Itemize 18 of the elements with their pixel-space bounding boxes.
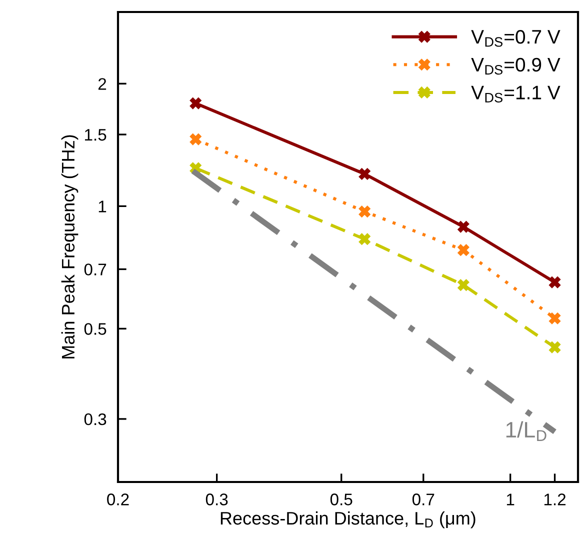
series-label: 1/L$_{D}$ (506, 421, 546, 441)
x-tick-label: 0.5 (330, 494, 352, 506)
x-tick-label: 0.7 (412, 494, 434, 506)
x-tick-label: 0.3 (206, 494, 228, 506)
y-tick-label: 1.5 (84, 129, 106, 141)
y-tick-label: 0.3 (84, 413, 106, 426)
legend-label: V$_{DS}$=0.7 V (471, 30, 560, 47)
x-axis-title: Recess-Drain Distance, L$_{D}$ (μm) (220, 511, 476, 528)
x-tick-label: 1.2 (544, 494, 566, 506)
y-tick-label: 0.5 (84, 323, 106, 335)
y-axis-title: Main Peak Frequency (THz) (61, 135, 78, 358)
y-tick-label: 1 (98, 200, 106, 212)
y-tick-label: 2 (98, 78, 106, 90)
y-tick-label: 0.7 (84, 264, 106, 276)
x-tick-label: 0.2 (107, 494, 129, 506)
legend-label: V$_{DS}$=1.1 V (471, 86, 560, 102)
legend-label: V$_{DS}$=0.9 V (471, 58, 560, 75)
x-tick-label: 1 (506, 494, 514, 506)
